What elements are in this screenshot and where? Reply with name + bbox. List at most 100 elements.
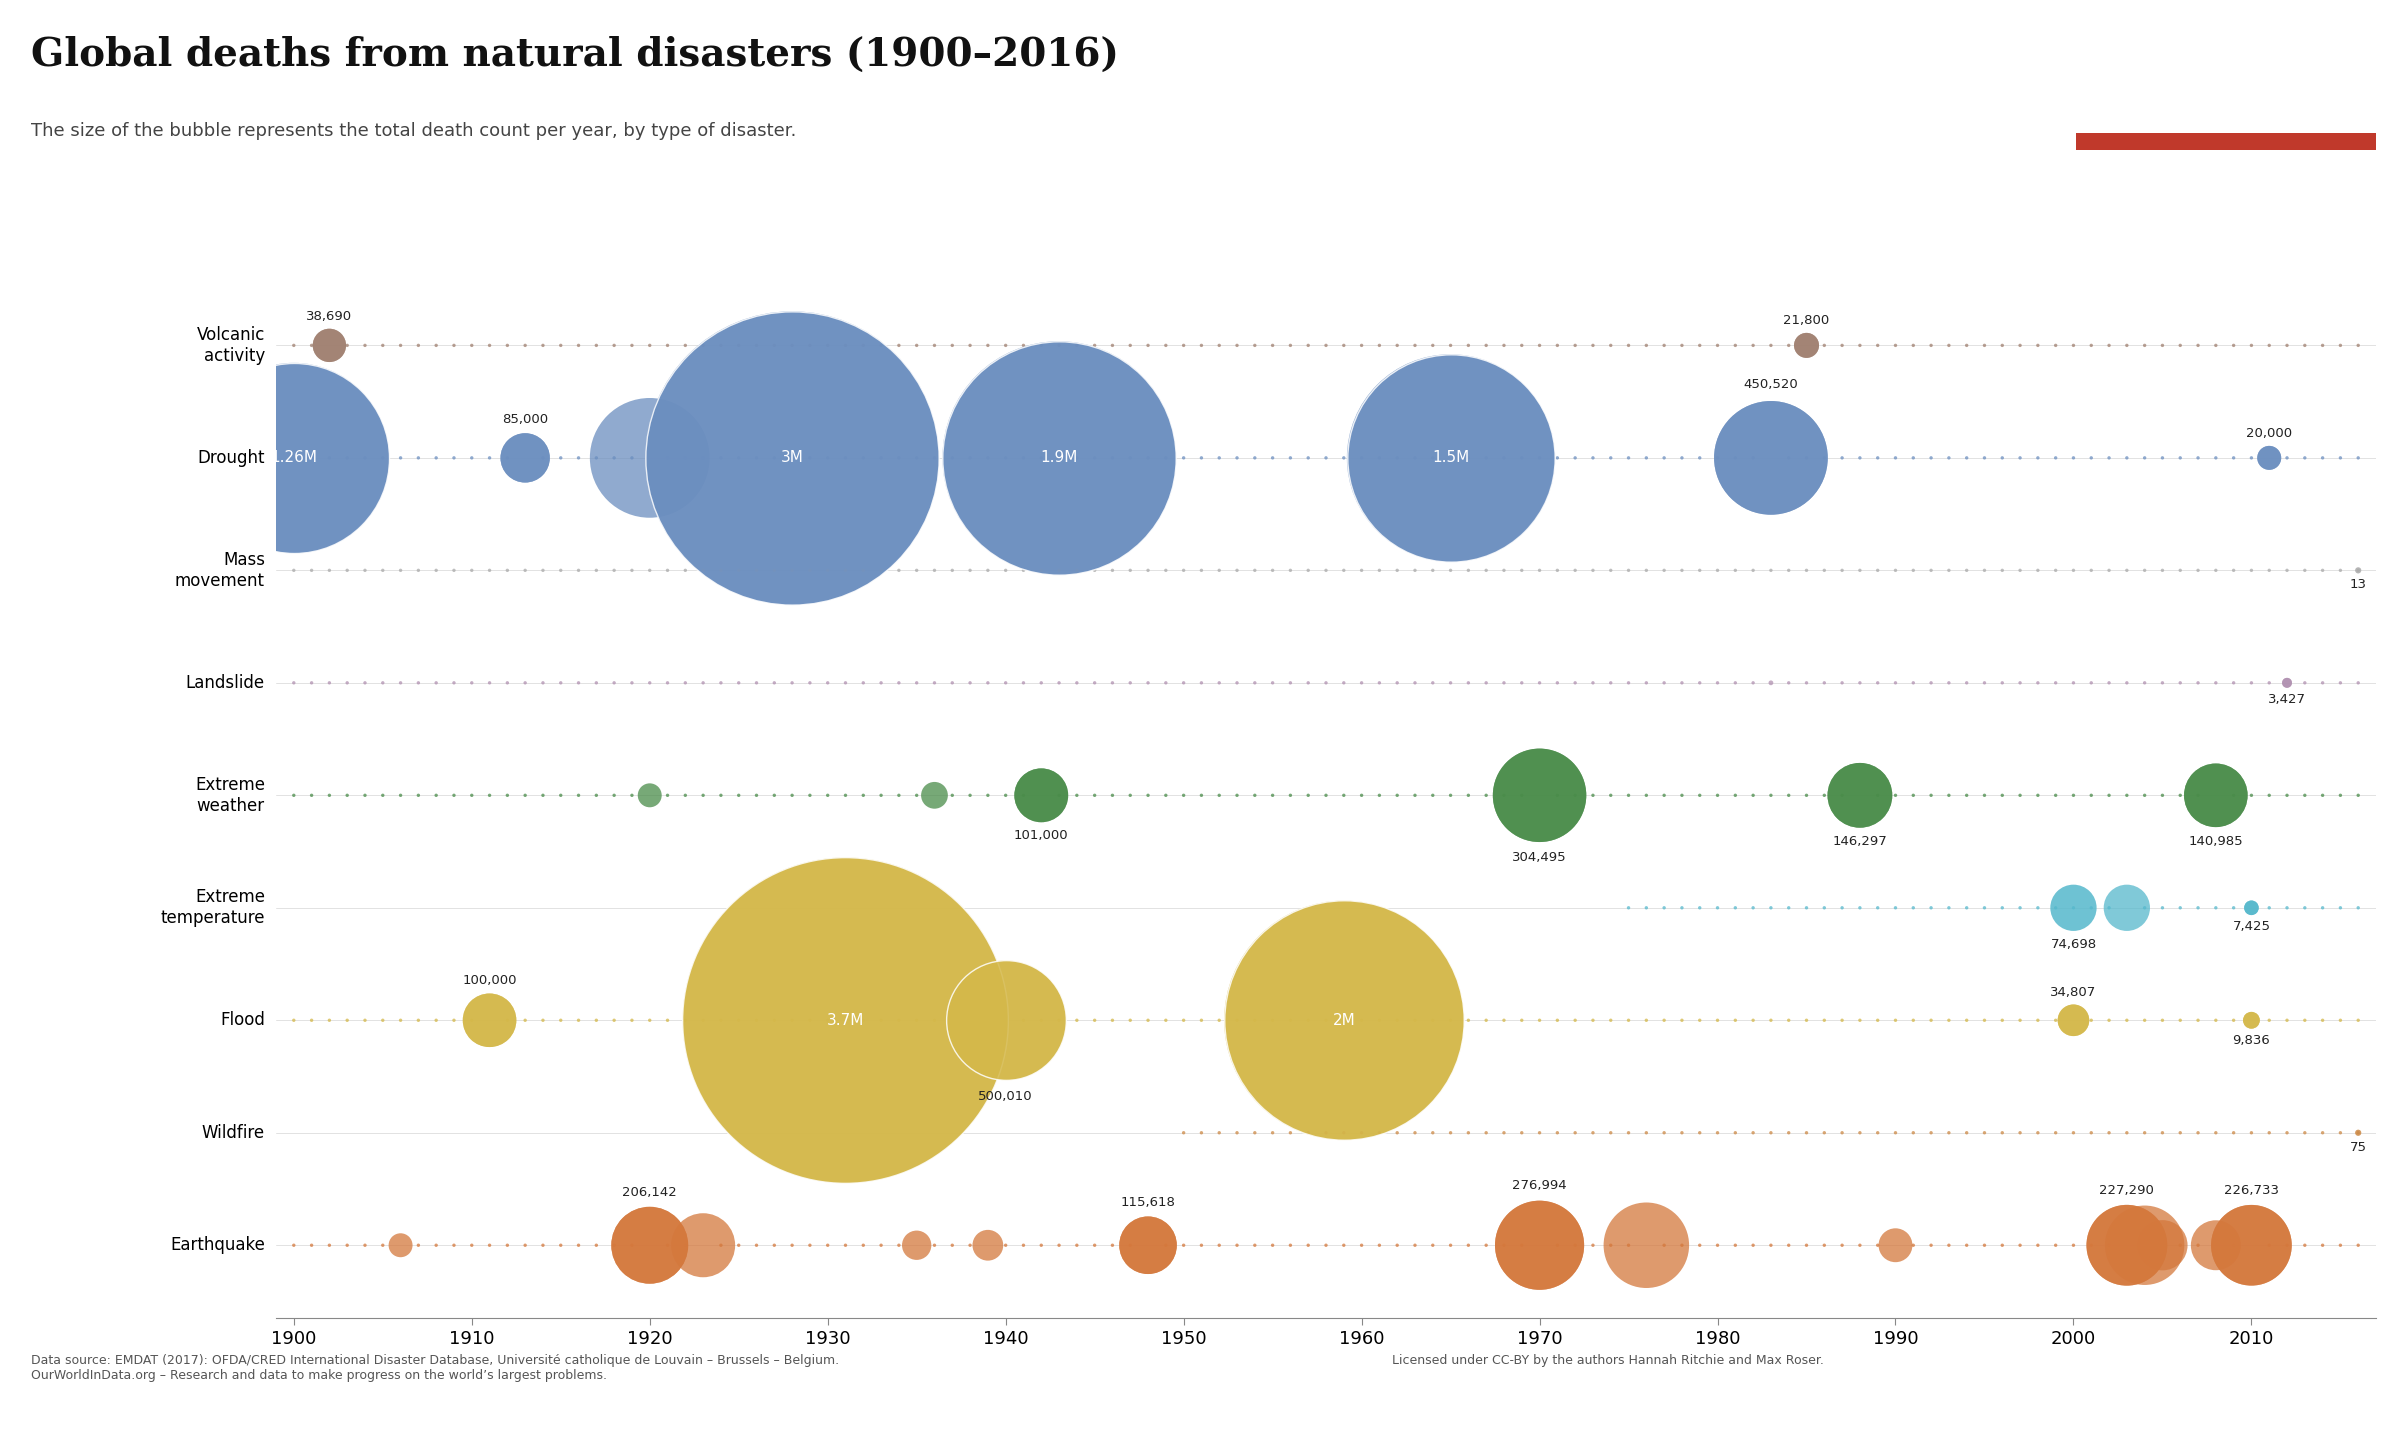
Point <box>1414 784 1452 807</box>
Point <box>1716 1009 1754 1032</box>
Point <box>1538 559 1577 582</box>
Point <box>862 447 900 470</box>
Point <box>2215 784 2254 807</box>
Point <box>1930 334 1968 357</box>
Point <box>329 559 367 582</box>
Point <box>2160 1234 2198 1257</box>
Point <box>934 559 972 582</box>
Point <box>362 784 401 807</box>
Point <box>612 559 650 582</box>
Point <box>1699 559 1738 582</box>
Point <box>274 784 312 807</box>
Point <box>1644 1234 1682 1257</box>
Point <box>2321 1009 2359 1032</box>
Point <box>2054 559 2093 582</box>
Point <box>1183 1121 1222 1144</box>
Point <box>1769 1234 1807 1257</box>
Point <box>1111 1009 1150 1032</box>
Point <box>1858 1009 1896 1032</box>
Point <box>362 1234 401 1257</box>
Point <box>2126 672 2165 695</box>
Point <box>1022 559 1061 582</box>
Point <box>2018 1009 2057 1032</box>
Point <box>506 447 545 470</box>
Point <box>1788 1234 1826 1257</box>
Point <box>293 1234 331 1257</box>
Point <box>1361 1234 1399 1257</box>
Point <box>576 1009 614 1032</box>
Point <box>2143 447 2182 470</box>
Point <box>329 447 367 470</box>
Point <box>293 559 331 582</box>
Point <box>1824 672 1862 695</box>
Point <box>1022 1009 1061 1032</box>
Point <box>1610 447 1649 470</box>
Point <box>2215 896 2254 919</box>
Point <box>986 672 1025 695</box>
Point <box>1894 334 1932 357</box>
Point <box>898 1234 936 1257</box>
Point <box>595 672 634 695</box>
Point <box>523 1234 562 1257</box>
Point <box>1200 1121 1238 1144</box>
Point <box>1183 784 1222 807</box>
Point <box>1502 559 1541 582</box>
Point <box>1644 1121 1682 1144</box>
Point <box>1627 447 1666 470</box>
Point <box>1466 559 1505 582</box>
Point <box>310 447 348 470</box>
Point <box>1342 1234 1380 1257</box>
Point <box>454 1009 492 1032</box>
Point <box>1414 334 1452 357</box>
Point <box>1200 559 1238 582</box>
Point <box>274 447 312 470</box>
Point <box>1217 1121 1255 1144</box>
Point <box>1663 784 1702 807</box>
Point <box>2126 1234 2165 1257</box>
Text: 304,495: 304,495 <box>1512 851 1567 864</box>
Point <box>1591 1009 1630 1032</box>
Point <box>1450 784 1488 807</box>
Point <box>914 334 953 357</box>
Point <box>862 1234 900 1257</box>
Point <box>1966 334 2004 357</box>
Point <box>2304 1121 2342 1144</box>
Point <box>1752 1121 1790 1144</box>
Point <box>382 334 420 357</box>
Point <box>1805 447 1843 470</box>
Point <box>1966 1009 2004 1032</box>
Point <box>2340 559 2378 582</box>
Point <box>542 447 581 470</box>
Point <box>2232 334 2270 357</box>
Point <box>2304 784 2342 807</box>
Point <box>576 334 614 357</box>
Point <box>1164 784 1202 807</box>
Text: 21,800: 21,800 <box>1783 314 1829 327</box>
Point <box>612 672 650 695</box>
Point <box>756 1009 794 1032</box>
Point <box>1111 334 1150 357</box>
Point <box>1075 784 1114 807</box>
Point <box>1699 784 1738 807</box>
Point <box>756 672 794 695</box>
Point <box>559 784 598 807</box>
Point <box>1858 1234 1896 1257</box>
Point <box>1680 334 1718 357</box>
Point <box>1022 672 1061 695</box>
Point <box>1111 447 1150 470</box>
Point <box>809 559 847 582</box>
Point <box>1555 334 1594 357</box>
Point <box>1200 1234 1238 1257</box>
Point <box>1946 447 1985 470</box>
Point <box>1894 672 1932 695</box>
Point <box>648 447 686 470</box>
Point <box>1574 1121 1613 1144</box>
Point <box>1306 1121 1344 1144</box>
Point <box>2196 896 2234 919</box>
Point <box>2232 1234 2270 1257</box>
Point <box>1183 1234 1222 1257</box>
Point <box>862 672 900 695</box>
Point <box>826 447 864 470</box>
Point <box>1289 1009 1327 1032</box>
Point <box>1003 1234 1042 1257</box>
